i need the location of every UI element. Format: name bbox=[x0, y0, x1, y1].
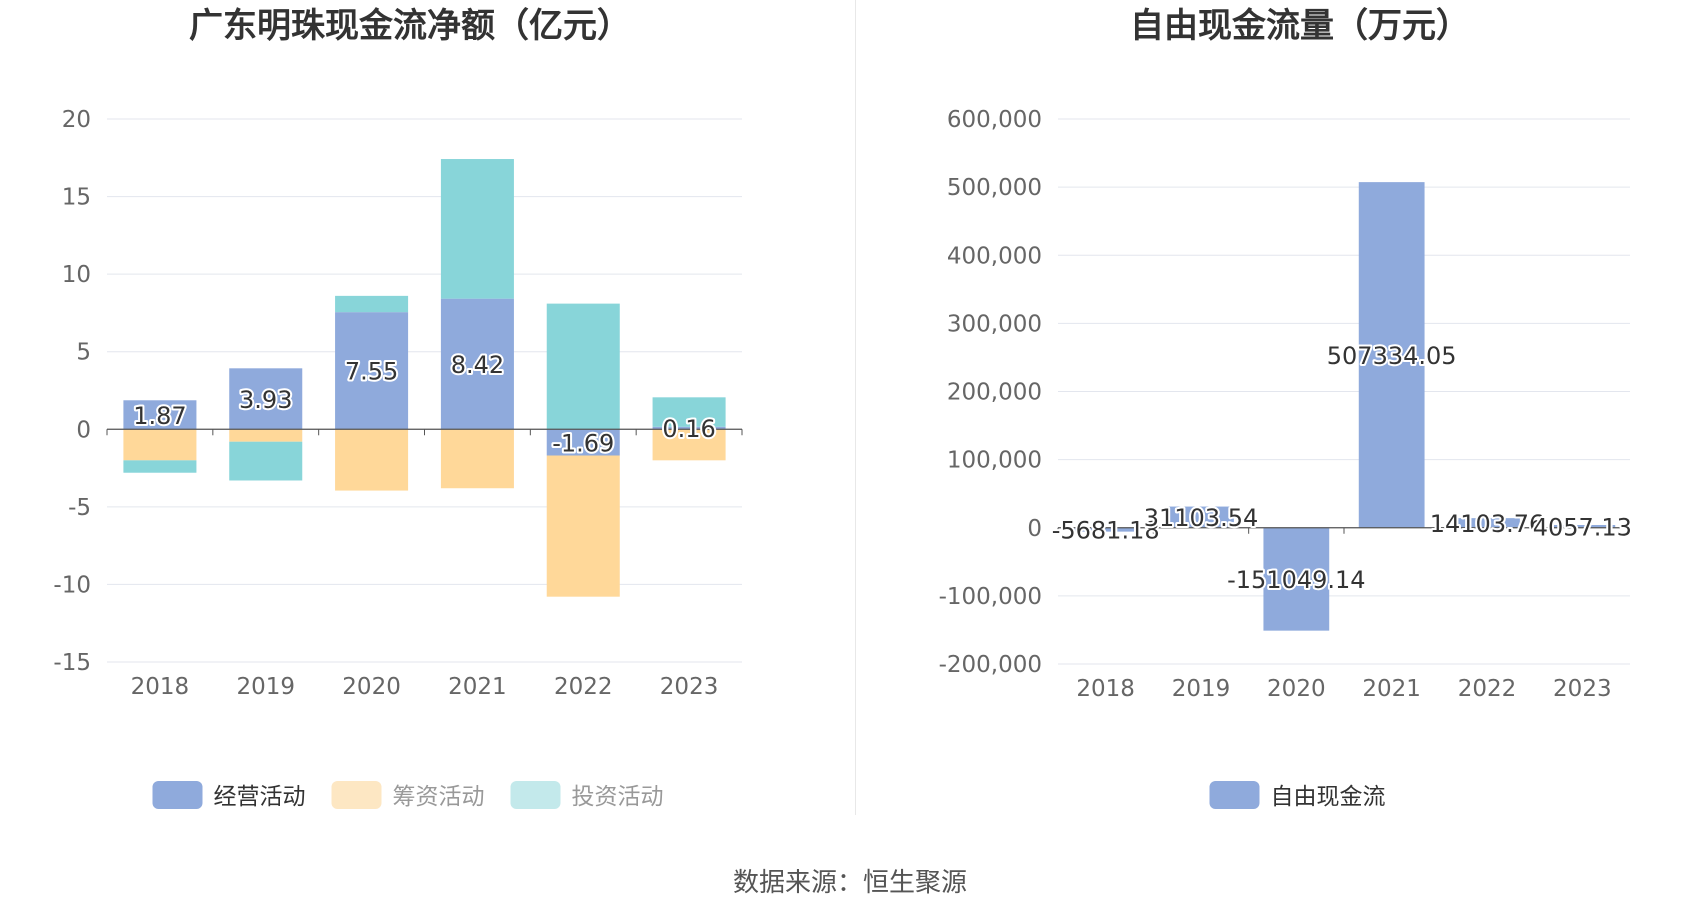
legend-swatch bbox=[152, 781, 203, 809]
panel-divider bbox=[855, 0, 856, 815]
data-label: -151049.14 bbox=[1227, 566, 1365, 594]
legend-swatch bbox=[331, 781, 382, 809]
legend-label: 筹资活动 bbox=[393, 784, 485, 810]
bar-1-2020 bbox=[335, 312, 409, 430]
bar-2-2019 bbox=[229, 429, 303, 442]
y-tick-label: 100,000 bbox=[947, 448, 1042, 474]
x-tick-label: 2019 bbox=[236, 674, 295, 700]
data-label: 3.93 bbox=[239, 386, 292, 414]
bar-1-2023 bbox=[652, 426, 726, 430]
y-tick-label: 10 bbox=[62, 262, 91, 288]
chart-title: 自由现金流量（万元） bbox=[1130, 6, 1470, 46]
bar-3-2023 bbox=[652, 397, 726, 427]
y-tick-label: -15 bbox=[53, 650, 91, 676]
data-label: -5681.18 bbox=[1052, 517, 1160, 545]
legend-swatch bbox=[510, 781, 561, 809]
y-tick-label: 0 bbox=[76, 417, 91, 443]
bar-1-2018 bbox=[123, 400, 197, 430]
data-label: 8.42 bbox=[451, 351, 504, 379]
data-label: 31103.54 bbox=[1144, 504, 1259, 532]
bar-2-2022 bbox=[546, 455, 620, 597]
chart-title: 广东明珠现金流净额（亿元） bbox=[189, 6, 631, 46]
x-tick-label: 2023 bbox=[660, 674, 719, 700]
bar-2-2021 bbox=[440, 429, 514, 489]
y-tick-label: -5 bbox=[68, 495, 91, 521]
data-label: -1.69 bbox=[552, 429, 614, 457]
data-label: 7.55 bbox=[345, 358, 398, 386]
y-tick-label: 15 bbox=[62, 185, 91, 211]
y-tick-label: -200,000 bbox=[939, 652, 1042, 678]
x-tick-label: 2023 bbox=[1553, 676, 1612, 702]
bar-3-2021 bbox=[440, 159, 514, 299]
x-tick-label: 2020 bbox=[1267, 676, 1326, 702]
legend-label: 经营活动 bbox=[214, 784, 306, 810]
y-tick-label: 20 bbox=[62, 107, 91, 133]
data-label: 1.87 bbox=[133, 402, 186, 430]
bar-1-2023 bbox=[1549, 524, 1616, 528]
legend-label: 自由现金流 bbox=[1271, 784, 1386, 810]
bar-1-2020 bbox=[1263, 527, 1330, 631]
data-label: 14103.76 bbox=[1430, 510, 1545, 538]
bar-3-2022 bbox=[546, 303, 620, 430]
y-tick-label: 0 bbox=[1027, 516, 1042, 542]
y-tick-label: 400,000 bbox=[947, 243, 1042, 269]
legend-label: 投资活动 bbox=[572, 784, 664, 810]
bar-1-2022 bbox=[1454, 518, 1520, 528]
x-tick-label: 2021 bbox=[1362, 676, 1421, 702]
bar-2-2023 bbox=[652, 429, 726, 461]
y-tick-label: 600,000 bbox=[947, 107, 1042, 133]
bar-2-2018 bbox=[123, 429, 197, 461]
bar-1-2021 bbox=[440, 298, 514, 430]
bar-1-2022 bbox=[546, 429, 620, 456]
y-tick-label: 5 bbox=[76, 340, 91, 366]
x-tick-label: 2021 bbox=[448, 674, 507, 700]
x-tick-label: 2020 bbox=[342, 674, 401, 700]
x-tick-label: 2018 bbox=[131, 674, 190, 700]
y-tick-label: -10 bbox=[53, 572, 91, 598]
bar-1-2021 bbox=[1358, 182, 1425, 528]
y-tick-label: 200,000 bbox=[947, 380, 1042, 406]
free-cashflow-chart: 自由现金流量（万元） 600,000 500,000 400,000 300,000 20… bbox=[939, 6, 1634, 810]
data-label: 0.16 bbox=[662, 415, 715, 443]
bar-1-2019 bbox=[229, 368, 303, 430]
bar-3-2020 bbox=[335, 295, 409, 313]
bar-3-2018 bbox=[123, 460, 197, 473]
y-tick-label: 500,000 bbox=[947, 175, 1042, 201]
legend-swatch bbox=[1209, 781, 1260, 809]
y-tick-label: -100,000 bbox=[939, 584, 1042, 610]
x-tick-label: 2022 bbox=[554, 674, 613, 700]
data-label: 507334.05 bbox=[1327, 342, 1457, 370]
data-source: 数据来源：恒生聚源 bbox=[732, 868, 967, 898]
x-tick-label: 2019 bbox=[1172, 676, 1231, 702]
bar-3-2019 bbox=[229, 441, 303, 481]
y-tick-label: 300,000 bbox=[947, 311, 1042, 337]
cashflow-net-chart: 广东明珠现金流净额（亿元） 20 15 10 5 0 -5 -10 -15 2018 2019 202… bbox=[53, 6, 743, 810]
bar-1-2018 bbox=[1072, 527, 1139, 532]
bar-2-2020 bbox=[335, 429, 409, 491]
data-label: 4057.13 bbox=[1533, 513, 1632, 541]
x-tick-label: 2018 bbox=[1076, 676, 1135, 702]
bar-1-2019 bbox=[1168, 506, 1234, 528]
x-tick-label: 2022 bbox=[1458, 676, 1517, 702]
